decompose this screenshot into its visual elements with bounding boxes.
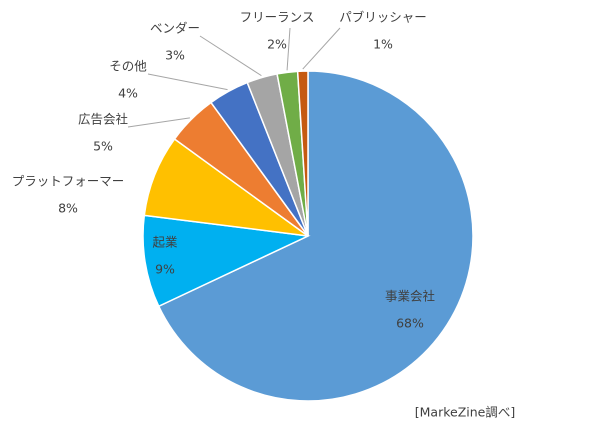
- slice-label: 起業: [152, 235, 178, 250]
- leader-line: [286, 27, 291, 71]
- slice-label: プラットフォーマー: [12, 174, 125, 189]
- value-label: 8%: [58, 201, 78, 216]
- pie-slice: [157, 70, 474, 402]
- source-note: [MarkeZine調べ]: [415, 405, 515, 420]
- slice-label: 広告会社: [78, 112, 128, 127]
- slice-label: フリーランス: [240, 10, 315, 25]
- value-label: 68%: [396, 316, 424, 331]
- value-label: 9%: [155, 262, 175, 277]
- pie-slice: [296, 70, 309, 237]
- leader-line: [147, 73, 228, 91]
- slice-label: ベンダー: [150, 21, 200, 36]
- value-label: 4%: [118, 86, 138, 101]
- leader-line: [127, 117, 190, 128]
- leader-line: [199, 35, 262, 77]
- value-label: 3%: [165, 48, 185, 63]
- slice-label: その他: [109, 59, 147, 74]
- value-label: 5%: [93, 139, 113, 154]
- slice-label: パブリッシャー: [339, 10, 427, 25]
- slice-label: 事業会社: [385, 289, 435, 304]
- value-label: 1%: [373, 37, 393, 52]
- pie-slice: [142, 214, 311, 308]
- value-label: 2%: [267, 37, 287, 52]
- leader-line: [302, 27, 341, 70]
